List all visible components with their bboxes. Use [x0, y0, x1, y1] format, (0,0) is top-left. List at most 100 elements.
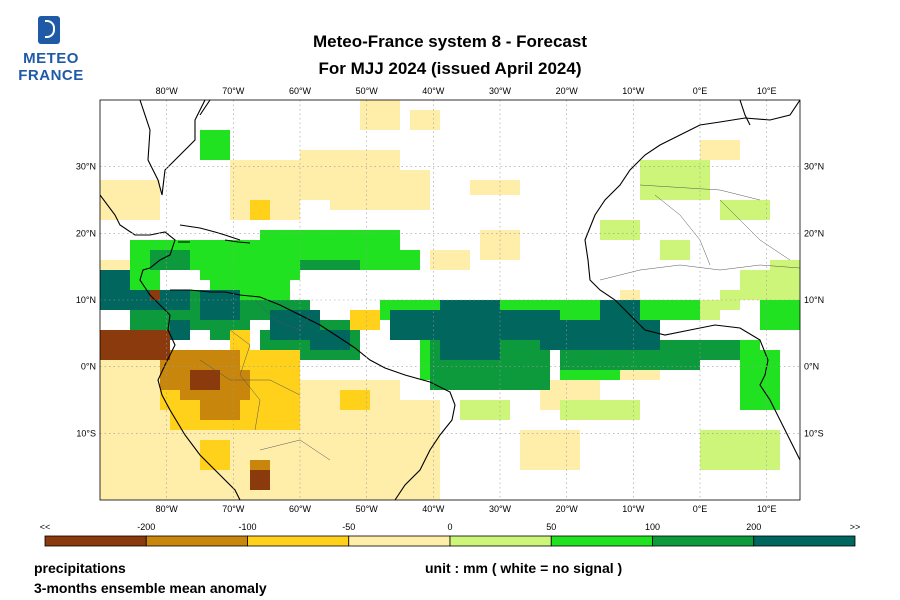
lon-tick-top: 20°W	[556, 86, 579, 96]
anomaly-cell	[310, 330, 350, 350]
anomaly-cell	[250, 200, 270, 220]
anomaly-cell	[190, 370, 220, 390]
legend-swatch	[145, 535, 248, 547]
lon-tick-top: 50°W	[356, 86, 379, 96]
anomaly-field	[100, 100, 800, 500]
legend-tick-label: 100	[645, 522, 660, 532]
anomaly-cell	[700, 140, 740, 160]
anomaly-cell	[700, 430, 780, 470]
lat-labels-right: 30°N 20°N 10°N 0°N 10°S	[804, 162, 824, 439]
lon-tick-bottom: 80°W	[156, 504, 179, 514]
footer-variable: precipitations	[34, 560, 126, 576]
anomaly-cell	[520, 430, 580, 470]
legend-tick-label: -200	[137, 522, 155, 532]
lat-tick-right: 0°N	[804, 362, 819, 372]
anomaly-cell	[100, 330, 170, 360]
legend-tick-label: <<	[40, 522, 51, 532]
coast-iberia	[739, 100, 751, 126]
lat-tick-right: 30°N	[804, 162, 824, 172]
anomaly-cell	[250, 470, 270, 490]
anomaly-cell	[350, 310, 380, 330]
legend-swatch	[753, 535, 856, 547]
footer-description: 3-months ensemble mean anomaly	[34, 580, 267, 596]
footer-unit: unit : mm ( white = no signal )	[425, 560, 623, 576]
lat-tick-left: 20°N	[76, 228, 96, 238]
lon-tick-top: 80°W	[156, 86, 179, 96]
lon-tick-bottom: 0°E	[693, 504, 708, 514]
lat-tick-left: 10°N	[76, 295, 96, 305]
legend-colorbar	[44, 535, 856, 547]
anomaly-cell	[460, 400, 510, 420]
anomaly-cell	[640, 160, 710, 200]
anomaly-cell	[340, 390, 370, 410]
lat-tick-left: 30°N	[76, 162, 96, 172]
lon-tick-top: 30°W	[489, 86, 512, 96]
coast-africa-west	[584, 100, 800, 461]
lat-tick-left: 10°S	[76, 428, 96, 438]
lon-tick-top: 70°W	[222, 86, 245, 96]
coast-hispaniola	[224, 239, 251, 244]
meteo-france-logo: METEO FRANCE	[16, 16, 86, 86]
logo-line2: FRANCE	[18, 67, 84, 84]
anomaly-cell	[740, 350, 780, 410]
lon-tick-bottom: 60°W	[289, 504, 312, 514]
lon-labels-bottom: 80°W 70°W 60°W 50°W 40°W 30°W 20°W 10°W 0°E 10°E	[156, 504, 777, 514]
coast-north-america	[139, 100, 206, 196]
lon-tick-top: 10°E	[757, 86, 777, 96]
legend-swatch	[449, 535, 552, 547]
anomaly-cell	[600, 220, 640, 240]
coast-south-america-west	[157, 314, 241, 500]
lat-tick-right: 10°N	[804, 295, 824, 305]
lon-tick-bottom: 30°W	[489, 504, 512, 514]
anomaly-cell	[330, 170, 430, 210]
anomaly-cell	[200, 130, 230, 160]
legend-labels: << -200 -100 -50 0 50 100 200 >>	[40, 522, 861, 532]
anomaly-cell	[660, 240, 690, 260]
lon-tick-bottom: 40°W	[422, 504, 445, 514]
lon-tick-bottom: 50°W	[356, 504, 379, 514]
coast-south-america-east	[170, 289, 456, 500]
lat-tick-right: 10°S	[804, 428, 824, 438]
anomaly-cell	[200, 400, 240, 420]
legend-swatch	[652, 535, 755, 547]
anomaly-cell	[150, 290, 160, 300]
title-line2: For MJJ 2024 (issued April 2024)	[318, 59, 582, 78]
anomaly-cell	[440, 300, 500, 360]
legend-tick-label: 0	[447, 522, 452, 532]
lon-tick-bottom: 70°W	[222, 504, 245, 514]
lon-tick-top: 0°E	[693, 86, 708, 96]
lon-tick-top: 40°W	[422, 86, 445, 96]
legend-swatch	[247, 535, 350, 547]
anomaly-cell	[720, 200, 770, 220]
anomaly-cell	[100, 180, 160, 220]
meteo-france-logo-icon	[38, 16, 60, 44]
legend-tick-label: -50	[342, 522, 355, 532]
anomaly-cell	[560, 400, 640, 420]
legend-tick-label: >>	[850, 522, 861, 532]
anomaly-cell	[660, 340, 740, 360]
legend-tick-label: 50	[546, 522, 556, 532]
legend-swatch	[348, 535, 451, 547]
lon-tick-bottom: 10°W	[622, 504, 645, 514]
anomaly-cell	[100, 270, 130, 310]
anomaly-cell	[300, 260, 360, 270]
legend-tick-label: -100	[238, 522, 256, 532]
lon-tick-bottom: 10°E	[757, 504, 777, 514]
lat-labels-left: 30°N 20°N 10°N 0°N 10°S	[76, 162, 96, 439]
coast-florida	[199, 100, 211, 116]
coastlines	[100, 100, 800, 500]
legend-swatch	[44, 535, 147, 547]
anomaly-cell	[400, 250, 420, 270]
anomaly-cell	[640, 320, 660, 350]
lat-tick-right: 20°N	[804, 228, 824, 238]
lat-tick-left: 0°N	[81, 362, 96, 372]
coast-central-america	[100, 194, 176, 316]
title-line1: Meteo-France system 8 - Forecast	[313, 32, 587, 51]
lon-labels-top: 80°W 70°W 60°W 50°W 40°W 30°W 20°W 10°W 0°E 10°E	[156, 86, 777, 96]
logo-line1: METEO	[23, 50, 79, 67]
anomaly-cell	[170, 320, 190, 340]
anomaly-cell	[430, 250, 470, 270]
anomaly-cell	[410, 110, 440, 130]
anomaly-cell	[200, 440, 230, 470]
